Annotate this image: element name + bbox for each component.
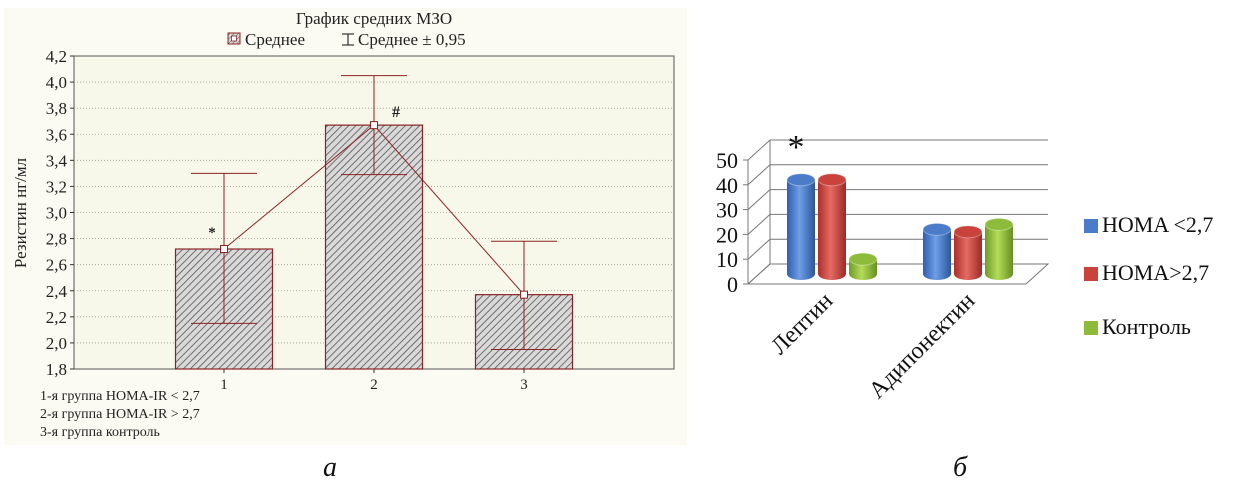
panel-a-y-axis-label: Резистин нг/мл xyxy=(11,157,30,268)
y-tick-label: 20 xyxy=(716,222,738,247)
panel-a-error-bars xyxy=(191,75,557,350)
panel-a-mean-markers xyxy=(220,121,528,299)
y-tick-label: 4,0 xyxy=(46,73,67,92)
legend-swatch xyxy=(1084,219,1098,233)
panel-a-annotations: *# xyxy=(208,104,400,241)
panel-a-y-ticks: 1,8 2,0 2,2 2,4 2,6 2,8 3,0 3,2 3,4 3,6 3,8 4,0 4,2 xyxy=(46,47,74,379)
bar-cylinder xyxy=(985,224,1013,280)
bar-cylinder-top xyxy=(848,252,878,266)
annotation-label: # xyxy=(392,104,400,121)
panel-a-x-ticks: 1 2 3 xyxy=(220,369,528,393)
bar-cylinder xyxy=(923,229,951,280)
gridline-side xyxy=(747,164,771,186)
y-tick-label: 2,6 xyxy=(46,256,67,275)
panel-b-caption: б xyxy=(953,452,968,483)
y-tick-label: 3,6 xyxy=(46,125,67,144)
legend-label: Контроль xyxy=(1102,314,1191,339)
category-label: Лептин xyxy=(766,288,838,360)
bar-cylinder xyxy=(954,231,982,280)
category-label: Адипонектин xyxy=(864,288,980,404)
panel-a-note-3: 3-я группа контроль xyxy=(40,425,160,440)
legend-label: HOMA <2,7 xyxy=(1102,212,1213,237)
gridline-side xyxy=(747,214,771,235)
y-tick-label: 2,4 xyxy=(46,282,68,301)
legend-mean-label: Среднее xyxy=(245,30,305,49)
legend-ci-label: Среднее ± 0,95 xyxy=(358,30,466,49)
bar-cylinder-top xyxy=(817,173,847,187)
mean-marker xyxy=(520,290,528,299)
panel-b-legend: HOMA <2,7 HOMA>2,7 Контроль xyxy=(1084,212,1213,339)
gridline-side xyxy=(747,238,771,260)
y-tick-label: 4,2 xyxy=(46,47,67,66)
y-tick-label: 3,8 xyxy=(46,99,67,118)
bar-cylinder-top xyxy=(984,217,1014,231)
y-tick-label: 2,8 xyxy=(46,230,67,249)
legend-swatch xyxy=(1084,321,1098,335)
y-tick-label: 1,8 xyxy=(46,360,67,379)
y-tick-label: 3,2 xyxy=(46,177,67,196)
panel-a: График средних МЗО Среднее Среднее ± 0,9… xyxy=(4,8,687,483)
gridline-side xyxy=(747,263,771,285)
gridline-side xyxy=(747,189,771,210)
bar-cylinder xyxy=(787,179,815,280)
x-tick-label: 3 xyxy=(520,377,528,393)
y-tick-label: 2,0 xyxy=(46,334,67,353)
panel-a-note-1: 1-я группа HOMA-IR < 2,7 xyxy=(40,389,200,404)
x-tick-label: 1 xyxy=(220,377,228,393)
panel-b-star: * xyxy=(788,129,805,166)
legend-mean-marker xyxy=(231,35,237,42)
y-tick-label: 0 xyxy=(727,272,738,297)
y-tick-label: 2,2 xyxy=(46,308,67,327)
legend-swatch xyxy=(1084,267,1098,281)
y-tick-label: 3,0 xyxy=(46,204,67,223)
bar-cylinder-top xyxy=(786,173,816,187)
y-tick-label: 3,4 xyxy=(46,151,68,170)
panel-a-caption: а xyxy=(323,452,337,483)
x-tick-label: 2 xyxy=(370,377,378,393)
y-tick-label: 30 xyxy=(716,198,738,223)
y-tick-label: 10 xyxy=(716,247,738,272)
legend-label: HOMA>2,7 xyxy=(1102,260,1209,285)
bar-cylinder xyxy=(849,259,877,280)
y-tick-label: 40 xyxy=(716,173,738,198)
bar-cylinder xyxy=(818,179,846,280)
annotation-label: * xyxy=(208,225,216,241)
panel-b-bars xyxy=(786,173,1014,280)
panel-a-note-2: 2-я группа HOMA-IR > 2,7 xyxy=(40,407,200,422)
gridline-side xyxy=(747,139,771,161)
panel-b-category-labels: Лептин Адипонектин xyxy=(766,288,980,404)
bar-cylinder-top xyxy=(953,225,983,239)
mean-marker xyxy=(220,245,228,254)
mean-marker xyxy=(370,121,378,130)
bar-cylinder-top xyxy=(922,222,952,236)
panel-a-notes: 1-я группа HOMA-IR < 2,7 2-я группа HOMA… xyxy=(40,389,200,440)
panel-a-title: График средних МЗО xyxy=(296,9,452,28)
y-tick-label: 50 xyxy=(716,148,738,173)
legend-ci-icon xyxy=(342,33,354,46)
panel-a-legend: Среднее Среднее ± 0,95 xyxy=(227,30,466,49)
